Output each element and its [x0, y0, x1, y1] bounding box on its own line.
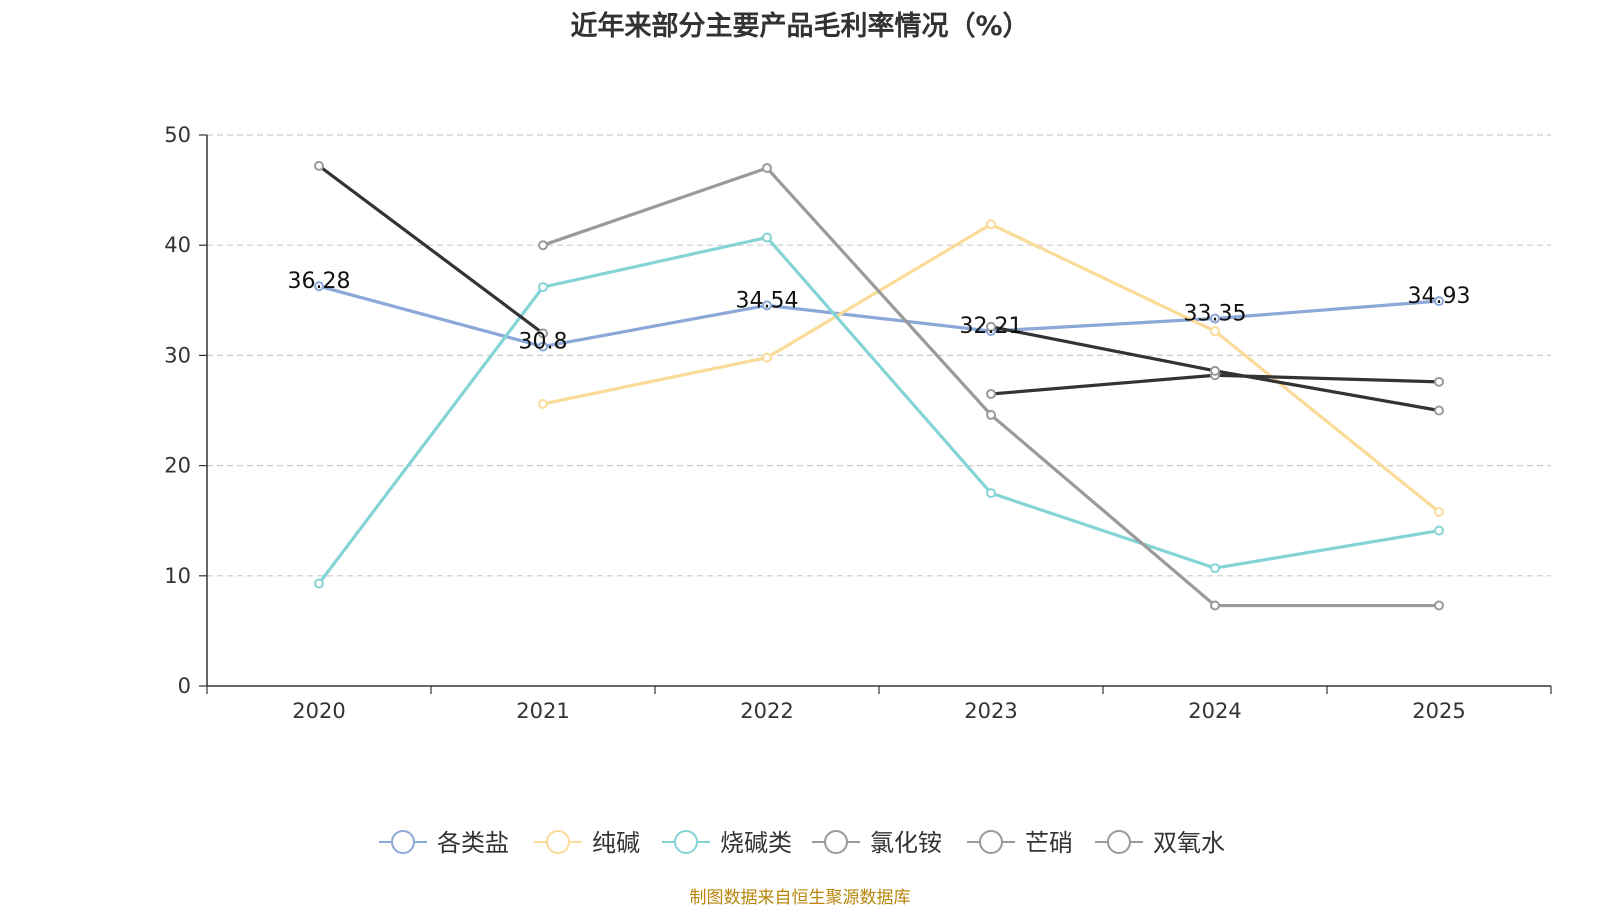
- legend-item: 烧碱类: [662, 829, 792, 857]
- data-point: [986, 488, 996, 499]
- data-label: 34.54: [736, 288, 799, 313]
- legend-marker: [546, 830, 570, 854]
- y-tick-label: 40: [164, 233, 191, 257]
- data-point: [314, 160, 324, 171]
- data-point: [314, 578, 324, 589]
- legend-label: 双氧水: [1153, 829, 1225, 857]
- legend: 各类盐 纯碱 烧碱类 氯化铵 芒硝 双氧水: [379, 829, 1225, 857]
- data-point: [986, 409, 996, 420]
- series-芒硝: [314, 160, 548, 339]
- data-point: [314, 281, 324, 292]
- data-point: [762, 300, 772, 311]
- series-lines: [314, 160, 1444, 611]
- legend-item: 各类盐: [379, 829, 509, 857]
- data-point: [762, 352, 772, 363]
- grid-lines: [207, 134, 1551, 577]
- legend-label: 各类盐: [437, 829, 509, 857]
- series-纯碱: [538, 219, 1444, 517]
- series-氯化铵: [538, 163, 1444, 611]
- legend-label: 烧碱类: [720, 829, 792, 857]
- legend-item: 纯碱: [534, 829, 640, 857]
- series-line: [542, 222, 1441, 514]
- legend-marker: [824, 830, 848, 854]
- data-label: 34.93: [1408, 284, 1471, 309]
- data-point: [986, 321, 996, 332]
- series-烧碱类: [314, 232, 1444, 589]
- axes: 0 10 20 30 40 50 2020 2021 2022 2023 2024 2025: [164, 123, 1552, 723]
- data-point: [1210, 563, 1220, 574]
- legend-item: 双氧水: [1095, 829, 1225, 857]
- series-line: [317, 235, 1440, 585]
- data-point: [1434, 296, 1444, 307]
- data-point: [1210, 326, 1220, 337]
- data-point: [1434, 525, 1444, 536]
- y-tick-label: 30: [164, 343, 191, 367]
- series-双氧水: [986, 321, 1444, 416]
- series-line: [318, 164, 544, 335]
- data-point: [1210, 365, 1220, 376]
- chart-title: 近年来部分主要产品毛利率情况（%）: [570, 11, 1030, 42]
- data-point: [1210, 600, 1220, 611]
- y-tick-label: 10: [164, 564, 191, 588]
- legend-marker: [674, 830, 698, 854]
- data-label: 32.21: [960, 314, 1023, 339]
- data-point: [986, 219, 996, 230]
- legend-marker: [979, 830, 1003, 854]
- y-tick-label: 20: [164, 454, 191, 478]
- x-tick-label: 2021: [516, 699, 569, 723]
- data-label: 33.35: [1184, 301, 1247, 326]
- data-label: 30.8: [519, 330, 568, 355]
- data-point: [538, 282, 548, 293]
- series-line: [318, 284, 1440, 349]
- data-label: 36.28: [288, 269, 351, 294]
- legend-label: 氯化铵: [870, 829, 942, 857]
- data-point: [538, 341, 548, 352]
- legend-label: 纯碱: [592, 829, 640, 857]
- data-point: [1434, 376, 1444, 387]
- x-tick-label: 2025: [1412, 699, 1465, 723]
- x-tick-label: 2020: [292, 699, 345, 723]
- x-tick-label: 2022: [740, 699, 793, 723]
- x-tick-label: 2023: [964, 699, 1017, 723]
- x-tick-label: 2024: [1188, 699, 1241, 723]
- data-point: [1434, 405, 1444, 416]
- legend-marker: [391, 830, 415, 854]
- data-point: [538, 398, 548, 409]
- legend-item: 芒硝: [967, 829, 1073, 857]
- data-point: [762, 163, 772, 174]
- data-labels: 36.28 30.8 34.54 32.21 33.35 34.93: [288, 269, 1471, 354]
- y-tick-label: 0: [178, 674, 191, 698]
- data-point: [986, 388, 996, 399]
- data-point: [1434, 600, 1444, 611]
- data-point: [1434, 506, 1444, 517]
- data-point: [538, 240, 548, 251]
- data-point: [1210, 313, 1220, 324]
- y-tick-label: 50: [164, 123, 191, 147]
- legend-label: 芒硝: [1025, 829, 1073, 857]
- data-point: [538, 328, 548, 339]
- data-point: [762, 232, 772, 243]
- legend-item: 氯化铵: [812, 829, 942, 857]
- source-note: 制图数据来自恒生聚源数据库: [689, 888, 911, 908]
- legend-marker: [1107, 830, 1131, 854]
